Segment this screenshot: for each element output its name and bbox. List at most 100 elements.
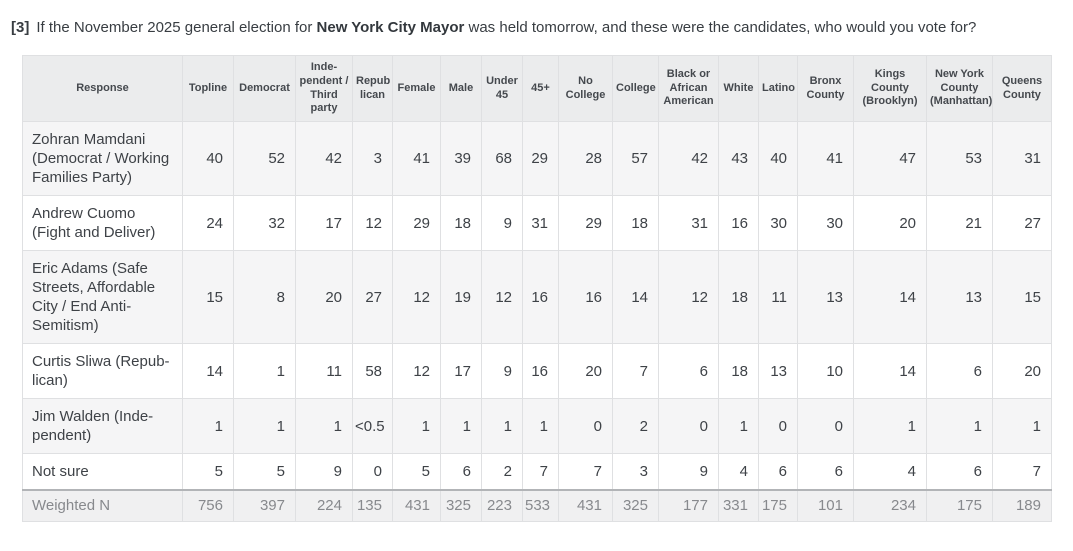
table-cell: 1 — [182, 398, 234, 454]
header-row: Response Topline Democrat Inde-pendent / T… — [22, 55, 1052, 122]
column-header: White — [718, 55, 759, 122]
table-cell: 0 — [797, 398, 854, 454]
column-header: Latino — [758, 55, 798, 122]
table-cell: 16 — [558, 250, 613, 344]
table-cell: 58 — [352, 343, 393, 399]
table-cell: 1 — [926, 398, 993, 454]
table-cell: 20 — [992, 343, 1052, 399]
table-cell: 1 — [853, 398, 927, 454]
table-cell: 12 — [392, 250, 441, 344]
table-cell: 9 — [295, 453, 353, 491]
table-cell: 20 — [295, 250, 353, 344]
table-cell: 41 — [797, 121, 854, 196]
table-cell: 3 — [612, 453, 659, 491]
table-footer: Weighted N 756 397 224 135 431 325 223 533 431 32… — [22, 489, 1052, 522]
table-cell: 1 — [718, 398, 759, 454]
table-cell: 2 — [481, 453, 523, 491]
weighted-n-label: Weighted N — [22, 489, 183, 522]
column-header: Male — [440, 55, 482, 122]
table-cell: 4 — [853, 453, 927, 491]
table-cell: 17 — [440, 343, 482, 399]
table-cell: 40 — [758, 121, 798, 196]
table-cell: 18 — [612, 195, 659, 251]
weighted-n-cell: 189 — [992, 489, 1052, 522]
weighted-n-cell: 431 — [558, 489, 613, 522]
weighted-n-row: Weighted N 756 397 224 135 431 325 223 533 431 32… — [22, 489, 1052, 522]
table-cell: 31 — [992, 121, 1052, 196]
table-cell: 18 — [718, 250, 759, 344]
table-cell: 1 — [295, 398, 353, 454]
table-cell: 14 — [853, 343, 927, 399]
row-label: Eric Adams (Safe Streets, Affordable Cit… — [22, 250, 183, 344]
weighted-n-cell: 397 — [233, 489, 296, 522]
table-cell: <0.5 — [352, 398, 393, 454]
table-cell: 5 — [233, 453, 296, 491]
column-header: Kings County (Brooklyn) — [853, 55, 927, 122]
weighted-n-cell: 177 — [658, 489, 719, 522]
table-cell: 14 — [612, 250, 659, 344]
table-cell: 47 — [853, 121, 927, 196]
table-cell: 0 — [758, 398, 798, 454]
weighted-n-cell: 224 — [295, 489, 353, 522]
weighted-n-cell: 135 — [352, 489, 393, 522]
table-cell: 16 — [522, 343, 559, 399]
weighted-n-cell: 756 — [182, 489, 234, 522]
table-header: Response Topline Democrat Inde-pendent / T… — [22, 55, 1052, 122]
weighted-n-cell: 331 — [718, 489, 759, 522]
weighted-n-cell: 325 — [440, 489, 482, 522]
table-cell: 39 — [440, 121, 482, 196]
table-row: Curtis Sliwa (Repub-lican) 14 1 11 58 12 17 9 16… — [22, 343, 1052, 399]
column-header: Topline — [182, 55, 234, 122]
question-bold-subject: New York City Mayor — [316, 19, 465, 36]
table-row: Eric Adams (Safe Streets, Affordable Cit… — [22, 250, 1052, 344]
question-text: [3] If the November 2025 general election… — [11, 13, 1049, 43]
table-cell: 30 — [797, 195, 854, 251]
table-cell: 53 — [926, 121, 993, 196]
question-part-2: was held tomorrow, and these were the ca… — [464, 19, 977, 36]
table-cell: 9 — [481, 343, 523, 399]
weighted-n-cell: 325 — [612, 489, 659, 522]
table-cell: 31 — [658, 195, 719, 251]
row-label: Curtis Sliwa (Repub-lican) — [22, 343, 183, 399]
table-cell: 1 — [233, 343, 296, 399]
table-cell: 40 — [182, 121, 234, 196]
table-cell: 0 — [658, 398, 719, 454]
crosstab-table: Response Topline Democrat Inde-pendent / T… — [22, 55, 1052, 522]
table-cell: 6 — [926, 343, 993, 399]
table-cell: 28 — [558, 121, 613, 196]
table-cell: 13 — [758, 343, 798, 399]
table-cell: 20 — [853, 195, 927, 251]
table-cell: 1 — [440, 398, 482, 454]
table-cell: 18 — [440, 195, 482, 251]
column-header: College — [612, 55, 659, 122]
table-cell: 6 — [758, 453, 798, 491]
weighted-n-cell: 175 — [926, 489, 993, 522]
column-header: Under 45 — [481, 55, 523, 122]
table-cell: 8 — [233, 250, 296, 344]
table-cell: 18 — [718, 343, 759, 399]
table-cell: 68 — [481, 121, 523, 196]
row-label: Zohran Mamdani (Democrat / Working Famil… — [22, 121, 183, 196]
column-header: Black or African American — [658, 55, 719, 122]
table-cell: 14 — [853, 250, 927, 344]
table-cell: 7 — [992, 453, 1052, 491]
table-cell: 16 — [718, 195, 759, 251]
column-header: Bronx County — [797, 55, 854, 122]
column-header: Female — [392, 55, 441, 122]
table-cell: 16 — [522, 250, 559, 344]
table-cell: 27 — [992, 195, 1052, 251]
table-cell: 9 — [658, 453, 719, 491]
weighted-n-cell: 101 — [797, 489, 854, 522]
table-row: Not sure 5 5 9 0 5 6 2 7 7 3 9 4 6 6 4 6 7 — [22, 453, 1052, 491]
column-header: New York County (Manhattan) — [926, 55, 993, 122]
table-cell: 29 — [558, 195, 613, 251]
table-cell: 20 — [558, 343, 613, 399]
table-cell: 7 — [612, 343, 659, 399]
column-header: Queens County — [992, 55, 1052, 122]
column-header: 45+ — [522, 55, 559, 122]
table-cell: 10 — [797, 343, 854, 399]
table-cell: 1 — [233, 398, 296, 454]
table-cell: 4 — [718, 453, 759, 491]
table-cell: 7 — [558, 453, 613, 491]
